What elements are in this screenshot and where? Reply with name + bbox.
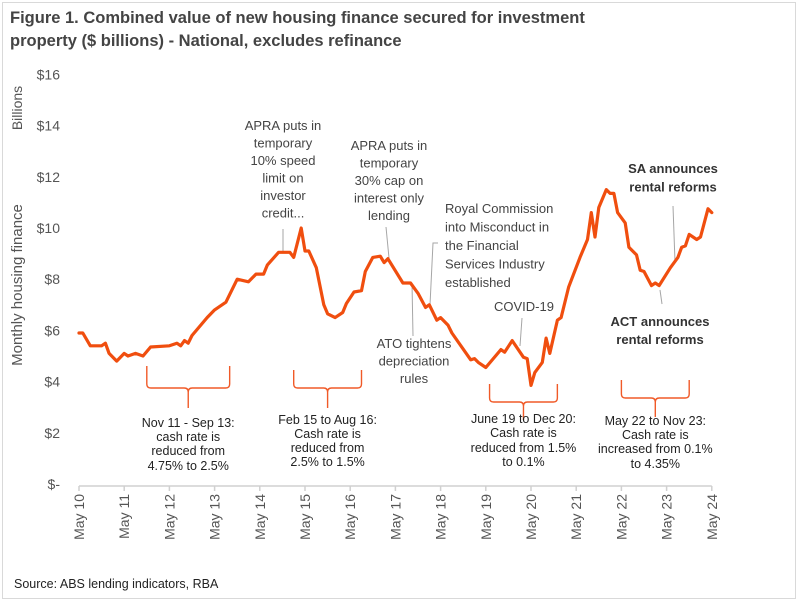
bracket-label: Cash rate is [622, 428, 689, 442]
annotation-label: APRA puts in [245, 118, 322, 133]
bracket [293, 370, 363, 408]
bracket-label: to 0.1% [502, 455, 544, 469]
bracket-label: reduced from [151, 444, 225, 458]
annotation-label: interest only [354, 191, 425, 206]
annotation-leader [411, 282, 414, 337]
bracket-label: Feb 15 to Aug 16: [278, 413, 377, 427]
annotation-label: credit... [262, 206, 305, 221]
annotation-leader [429, 242, 438, 306]
bracket-label: reduced from [291, 441, 365, 455]
annotation-label: temporary [360, 156, 419, 171]
annotation-label: lending [368, 208, 410, 223]
annotation-label: ACT announces [611, 314, 710, 329]
annotation-label: COVID-19 [494, 299, 554, 314]
chart-title: Figure 1. Combined value of new housing … [10, 9, 585, 50]
bracket-label: cash rate is [156, 430, 220, 444]
y-tick-label: $10 [37, 220, 61, 236]
annotation-label: rental reforms [616, 332, 703, 347]
x-tick-label: May 18 [433, 494, 449, 540]
annotation-label: depreciation [379, 354, 450, 369]
x-tick-label: May 24 [704, 494, 720, 540]
annotations: APRA puts in temporary 10% speed limit on in… [245, 118, 718, 386]
x-axis: May 10 May 11 May 12 May 13 May 14 May 15 May … [71, 485, 720, 540]
annotation-label: APRA puts in [351, 138, 428, 153]
bracket-label: to 4.35% [631, 457, 680, 471]
y-axis: $- $2 $4 $6 $8 $10 $12 $14 $16 [37, 66, 61, 492]
bracket-label: reduced from 1.5% [471, 441, 577, 455]
x-tick-label: May 19 [478, 494, 494, 540]
annotation-label: Services Industry [445, 257, 545, 272]
y-tick-label: $12 [37, 169, 61, 185]
x-tick-label: May 17 [387, 494, 403, 540]
source-note: Source: ABS lending indicators, RBA [14, 577, 219, 591]
annotation-leader [385, 226, 390, 259]
x-tick-label: May 15 [297, 494, 313, 540]
y-tick-label: $8 [44, 271, 60, 287]
x-tick-label: May 10 [71, 494, 87, 540]
annotation-label: rental reforms [629, 180, 716, 195]
bracket-label: June 19 to Dec 20: [471, 412, 576, 426]
annotation-label: established [445, 275, 511, 290]
bracket [620, 380, 690, 417]
y-unit-label: Billions [9, 86, 25, 130]
y-tick-label: $- [48, 476, 61, 492]
series-line [77, 188, 714, 387]
bracket-label: increased from 0.1% [598, 442, 713, 456]
bracket [146, 366, 231, 408]
x-tick-label: May 16 [342, 494, 358, 540]
bracket-label: 4.75% to 2.5% [148, 459, 229, 473]
annotation-leader [659, 289, 663, 305]
bracket-label: Cash rate is [294, 427, 361, 441]
annotation-label: temporary [254, 136, 313, 151]
annotation-leaders [282, 205, 676, 347]
bracket [488, 384, 559, 420]
y-tick-label: $4 [44, 374, 60, 390]
annotation-label: 30% cap on [355, 173, 424, 188]
y-axis-label: Monthly housing finance [9, 204, 26, 366]
annotation-label: limit on [262, 171, 303, 186]
x-tick-label: May 22 [613, 494, 629, 540]
y-tick-label: $14 [37, 118, 61, 134]
annotation-label: 10% speed [250, 153, 315, 168]
x-tick-label: May 23 [659, 494, 675, 540]
y-tick-label: $2 [44, 425, 60, 441]
x-tick-label: May 21 [568, 494, 584, 540]
bracket-label: Nov 11 - Sep 13: [142, 416, 235, 430]
annotation-label: the Financial [445, 238, 519, 253]
annotation-label: into Misconduct in [445, 220, 549, 235]
annotation-leader [519, 317, 523, 347]
x-tick-label: May 14 [252, 494, 268, 540]
annotation-label: ATO tightens [377, 336, 452, 351]
x-tick-label: May 20 [523, 494, 539, 540]
annotation-label: investor [260, 188, 306, 203]
x-tick-label: May 11 [116, 494, 132, 539]
y-tick-label: $6 [44, 322, 60, 338]
x-tick-label: May 12 [161, 494, 177, 540]
annotation-label: Royal Commission [445, 201, 553, 216]
bracket-label: 2.5% to 1.5% [290, 455, 364, 469]
annotation-leader [672, 205, 676, 263]
annotation-label: rules [400, 371, 429, 386]
annotation-label: SA announces [628, 161, 718, 176]
x-tick-label: May 13 [207, 494, 223, 540]
bracket-label: May 22 to Nov 23: [605, 414, 706, 428]
bracket-label: Cash rate is [490, 426, 557, 440]
y-tick-label: $16 [37, 66, 61, 82]
